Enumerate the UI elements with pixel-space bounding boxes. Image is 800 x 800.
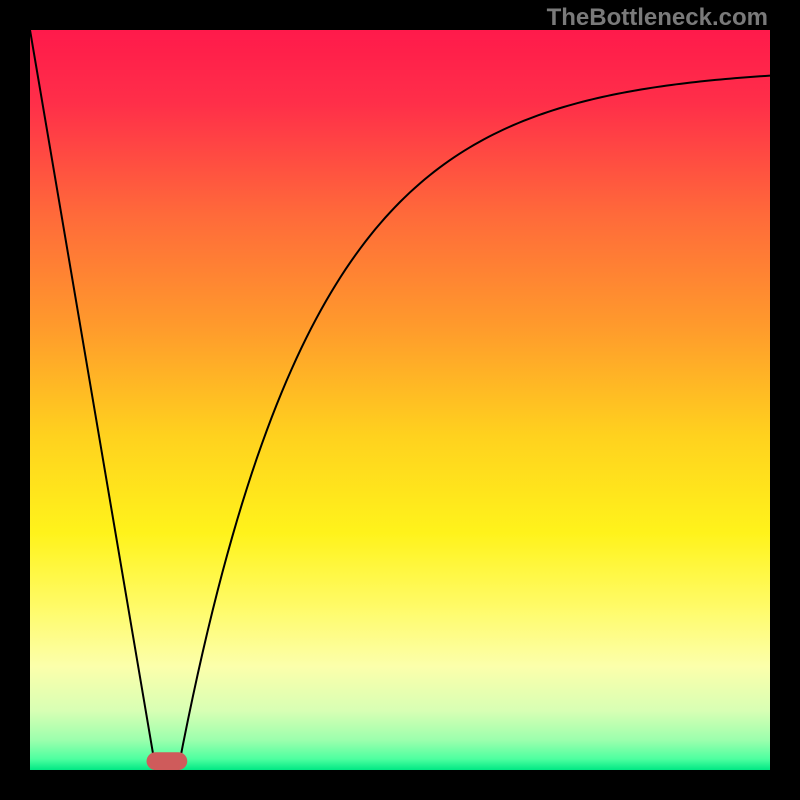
plot-area [30,30,770,770]
bottleneck-chart [30,30,770,770]
chart-frame: TheBottleneck.com [0,0,800,800]
gradient-background [30,30,770,770]
watermark-text: TheBottleneck.com [547,4,768,32]
dip-marker [147,752,188,770]
